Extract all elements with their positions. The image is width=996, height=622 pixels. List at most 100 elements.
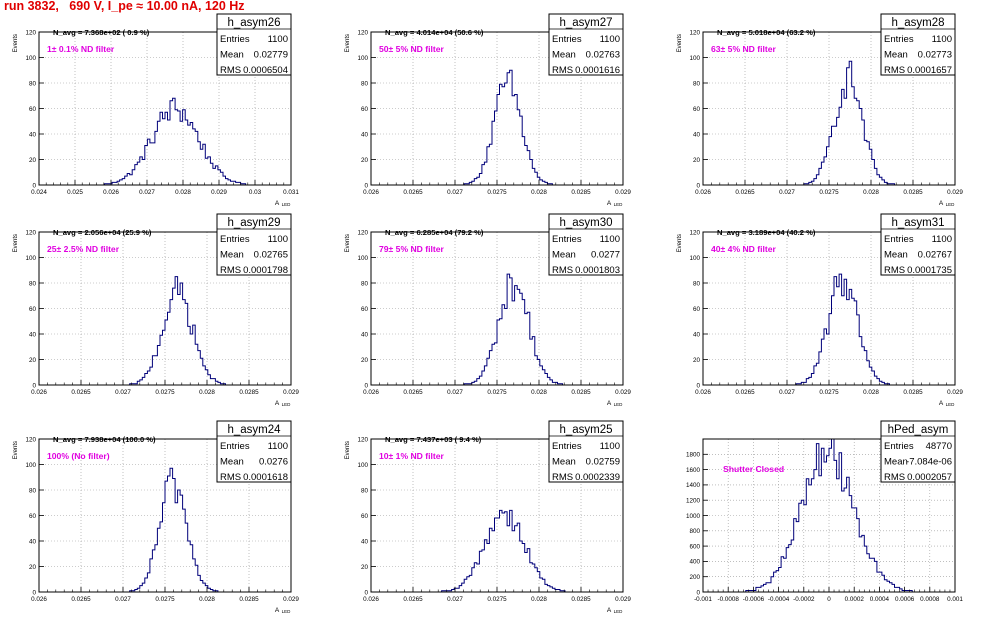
y-tick-label: 80 [29, 80, 37, 87]
y-tick-label: 0 [32, 589, 36, 596]
x-axis-title: A [607, 200, 612, 207]
navg-annotation: N_avg = 2.056e+04 (25.9 %) [53, 228, 152, 237]
stats-label: Entries [220, 234, 250, 245]
x-tick-label: 0.027 [447, 389, 463, 396]
y-tick-label: 200 [689, 574, 700, 581]
stats-label: Entries [884, 441, 914, 452]
stats-box [548, 420, 624, 483]
x-axis-title-subscript: LED [946, 202, 956, 207]
x-axis-title-subscript: LED [282, 202, 292, 207]
y-tick-label: 0 [364, 182, 368, 189]
histogram-name: h_asym27 [559, 17, 612, 29]
stats-value: 0.0001616 [575, 65, 620, 76]
y-tick-label: 20 [361, 157, 369, 164]
x-tick-label: -0.0006 [743, 596, 765, 603]
x-tick-label: 0.0285 [239, 596, 259, 603]
filter-annotation: 40± 4% ND filter [711, 244, 777, 254]
stats-value: 1100 [600, 234, 620, 245]
x-tick-label: 0.029 [615, 389, 631, 396]
y-tick-label: 40 [693, 131, 701, 138]
stats-box [216, 213, 292, 276]
x-tick-label: 0.029 [947, 389, 963, 396]
stats-label: Mean [220, 250, 244, 261]
y-axis-title: Events [345, 441, 351, 459]
x-tick-label: 0 [827, 596, 831, 603]
y-tick-label: 0 [32, 382, 36, 389]
x-tick-label: 0.0275 [819, 189, 839, 196]
stats-label: RMS [884, 265, 905, 276]
stats-label: Mean [552, 457, 576, 468]
x-tick-label: 0.028 [199, 596, 215, 603]
navg-annotation: N_avg = 7.368e+02 ( 0.9 %) [53, 28, 150, 37]
x-tick-label: -0.001 [694, 596, 712, 603]
stats-label: RMS [220, 265, 241, 276]
x-tick-label: 0.0285 [571, 596, 591, 603]
x-tick-label: 0.027 [115, 389, 131, 396]
y-tick-label: 120 [25, 436, 36, 443]
y-tick-label: 60 [29, 106, 37, 113]
y-tick-label: 60 [361, 306, 369, 313]
x-tick-label: 0.0008 [920, 596, 940, 603]
y-tick-label: 80 [361, 487, 369, 494]
y-tick-label: 100 [25, 462, 36, 469]
x-tick-label: 0.026 [363, 189, 379, 196]
y-tick-label: 100 [689, 55, 700, 62]
y-tick-label: 400 [689, 559, 700, 566]
stats-box [880, 420, 956, 483]
x-tick-label: 0.025 [67, 189, 83, 196]
histogram-name: h_asym30 [559, 217, 612, 229]
x-tick-label: 0.0265 [735, 189, 755, 196]
x-axis-title-subscript: LED [282, 609, 292, 614]
stats-label: RMS [220, 65, 241, 76]
stats-value: 48770 [926, 441, 952, 452]
x-axis-title: A [607, 400, 612, 407]
histogram-name: h_asym31 [891, 217, 944, 229]
filter-annotation: 10± 1% ND filter [379, 451, 445, 461]
y-tick-label: 20 [29, 564, 37, 571]
x-tick-label: 0.0265 [403, 189, 423, 196]
y-tick-label: 80 [693, 80, 701, 87]
stats-label: RMS [552, 472, 573, 483]
stats-value: 0.02767 [918, 250, 952, 261]
y-tick-label: 40 [29, 331, 37, 338]
navg-annotation: N_avg = 5.018e+04 (63.2 %) [717, 28, 816, 37]
histogram-bars [371, 509, 623, 593]
x-tick-label: 0.024 [31, 189, 47, 196]
stats-value: 0.0001618 [243, 472, 288, 483]
histogram-bars [703, 438, 955, 593]
y-tick-label: 20 [361, 564, 369, 571]
y-tick-label: 40 [29, 131, 37, 138]
y-tick-label: 20 [693, 357, 701, 364]
navg-annotation: N_avg = 3.189e+04 (40.2 %) [717, 228, 816, 237]
x-tick-label: 0.027 [447, 189, 463, 196]
stats-label: Mean [884, 250, 908, 261]
stats-label: RMS [220, 472, 241, 483]
y-tick-label: 20 [29, 157, 37, 164]
histogram-name: h_asym29 [227, 217, 280, 229]
stats-value: 0.02773 [918, 50, 952, 61]
stats-label: RMS [884, 472, 905, 483]
x-tick-label: 0.026 [31, 596, 47, 603]
stats-label: RMS [552, 65, 573, 76]
stats-label: Entries [552, 234, 582, 245]
histogram-name: hPed_asym [888, 424, 949, 436]
x-axis-title-subscript: LED [614, 202, 624, 207]
x-tick-label: 0.0285 [239, 389, 259, 396]
x-tick-label: 0.029 [615, 596, 631, 603]
stats-value: 0.0002339 [575, 472, 620, 483]
y-tick-label: 60 [29, 513, 37, 520]
x-tick-label: 0.029 [211, 189, 227, 196]
stats-value: 0.0002057 [907, 472, 952, 483]
stats-value: 1100 [268, 234, 288, 245]
stats-value: 0.0001657 [907, 65, 952, 76]
x-tick-label: 0.028 [863, 389, 879, 396]
histogram-bars [371, 273, 623, 386]
x-tick-label: -0.0008 [718, 596, 740, 603]
stats-value: 0.02765 [254, 250, 288, 261]
stats-value: 0.0001735 [907, 265, 952, 276]
stats-value: 0.0006504 [243, 65, 288, 76]
filter-annotation: 25± 2.5% ND filter [47, 244, 120, 254]
stats-value: 0.0001803 [575, 265, 620, 276]
y-tick-label: 600 [689, 543, 700, 550]
y-tick-label: 100 [689, 255, 700, 262]
